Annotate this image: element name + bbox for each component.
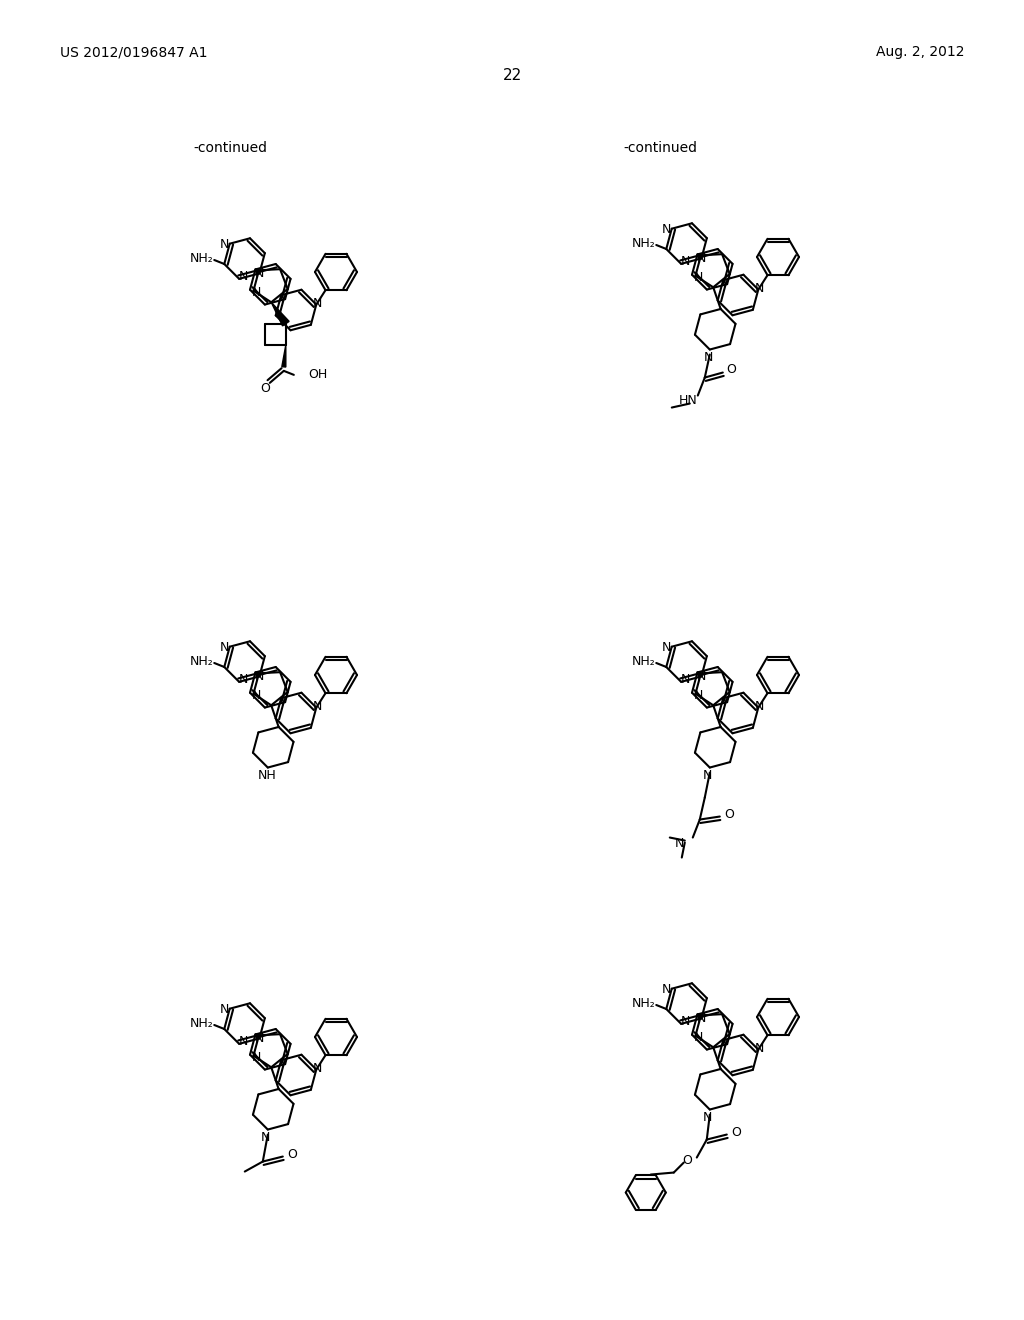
Text: Aug. 2, 2012: Aug. 2, 2012 bbox=[876, 45, 964, 59]
Text: N: N bbox=[252, 286, 261, 300]
Text: NH₂: NH₂ bbox=[632, 998, 655, 1011]
Text: O: O bbox=[287, 1148, 297, 1162]
Polygon shape bbox=[271, 302, 289, 326]
Text: US 2012/0196847 A1: US 2012/0196847 A1 bbox=[60, 45, 208, 59]
Text: N: N bbox=[220, 238, 229, 251]
Text: NH₂: NH₂ bbox=[632, 656, 655, 668]
Text: N: N bbox=[663, 642, 672, 655]
Text: N: N bbox=[254, 267, 263, 280]
Text: O: O bbox=[260, 383, 269, 396]
Text: HN: HN bbox=[679, 395, 697, 407]
Text: N: N bbox=[755, 282, 764, 296]
Text: N: N bbox=[694, 689, 703, 702]
Text: O: O bbox=[731, 1126, 740, 1139]
Text: N: N bbox=[675, 837, 684, 850]
Text: 22: 22 bbox=[503, 69, 521, 83]
Text: N: N bbox=[252, 1051, 261, 1064]
Text: N: N bbox=[705, 351, 714, 364]
Text: N: N bbox=[663, 223, 672, 236]
Text: N: N bbox=[755, 1041, 764, 1055]
Text: O: O bbox=[726, 363, 735, 376]
Text: -continued: -continued bbox=[193, 141, 267, 154]
Text: N: N bbox=[696, 1012, 706, 1024]
Text: N: N bbox=[312, 1063, 322, 1074]
Text: N: N bbox=[680, 255, 690, 268]
Text: N: N bbox=[252, 689, 261, 702]
Text: N: N bbox=[220, 1003, 229, 1016]
Text: N: N bbox=[694, 271, 703, 284]
Text: N: N bbox=[254, 669, 263, 682]
Text: N: N bbox=[703, 1111, 713, 1125]
Polygon shape bbox=[282, 345, 286, 367]
Text: N: N bbox=[261, 1131, 270, 1144]
Text: N: N bbox=[696, 252, 706, 265]
Text: N: N bbox=[696, 669, 706, 682]
Text: NH: NH bbox=[257, 770, 276, 781]
Text: NH₂: NH₂ bbox=[189, 656, 213, 668]
Text: -continued: -continued bbox=[623, 141, 697, 154]
Text: N: N bbox=[239, 673, 248, 686]
Text: N: N bbox=[703, 770, 713, 781]
Text: N: N bbox=[312, 297, 322, 310]
Text: N: N bbox=[254, 1032, 263, 1045]
Text: N: N bbox=[663, 983, 672, 997]
Text: NH₂: NH₂ bbox=[189, 1018, 213, 1031]
Text: N: N bbox=[755, 700, 764, 713]
Text: NH₂: NH₂ bbox=[632, 238, 655, 251]
Text: OH: OH bbox=[308, 368, 327, 381]
Text: O: O bbox=[682, 1154, 692, 1167]
Text: N: N bbox=[680, 673, 690, 686]
Text: N: N bbox=[239, 271, 248, 284]
Text: N: N bbox=[312, 700, 322, 713]
Text: O: O bbox=[724, 808, 734, 821]
Text: NH₂: NH₂ bbox=[189, 252, 213, 265]
Text: N: N bbox=[220, 642, 229, 655]
Text: N: N bbox=[694, 1031, 703, 1044]
Text: N: N bbox=[680, 1015, 690, 1028]
Text: N: N bbox=[239, 1035, 248, 1048]
